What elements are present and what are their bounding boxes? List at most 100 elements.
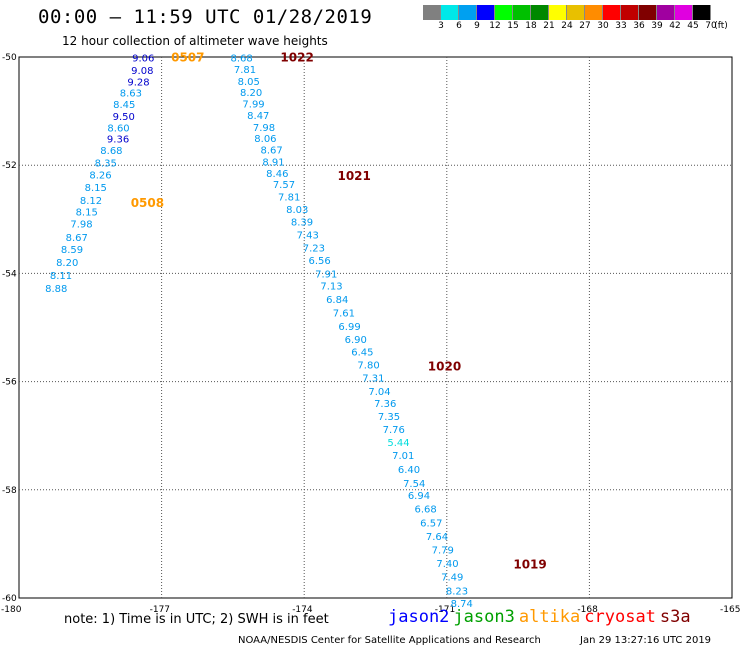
swh-value: 8.60 [107,123,129,134]
swh-value: 6.45 [351,347,373,358]
swh-value: 8.23 [446,586,468,597]
colorbar-label: 12 [489,21,501,31]
colorbar-swatch [477,5,495,20]
swh-value: 8.67 [66,233,88,244]
swh-value: 7.81 [234,65,256,76]
swh-value: 7.31 [362,373,384,384]
satellite-legend: jason2 jason3 altika cryosat s3a [388,607,695,627]
lat-tick-label: -56 [2,378,17,388]
swh-value: 6.56 [308,256,330,267]
colorbar-swatch [639,5,657,20]
colorbar-label: 15 [507,21,519,31]
swh-colorbar [423,5,711,20]
swh-value: 7.23 [303,243,325,254]
colorbar-label: 39 [651,21,663,31]
swh-value: 7.40 [436,559,458,570]
colorbar-label: 45 [687,21,699,31]
swh-value: 8.68 [100,146,122,157]
colorbar-label: 3 [438,21,444,31]
colorbar-swatch [531,5,549,20]
swh-value: 8.12 [80,196,102,207]
satellite-legend-altika: altika [518,607,581,627]
swh-value: 6.40 [398,465,420,476]
swh-value: 8.59 [61,245,83,256]
swh-value: 8.74 [451,599,473,610]
swh-value: 8.20 [240,88,262,99]
colorbar-swatch [513,5,531,20]
swh-value: 8.05 [238,77,260,88]
colorbar-label: 9 [474,21,480,31]
swh-value: 8.67 [260,146,282,157]
pass-time-label: 0508 [131,196,164,210]
satellite-legend-jason3: jason3 [453,607,515,627]
chart-title: 00:00 – 11:59 UTC 01/28/2019 [38,6,373,28]
swh-value: 7.61 [333,308,355,319]
generated-timestamp: Jan 29 13:27:16 UTC 2019 [580,635,712,646]
lat-tick-label: -50 [2,53,17,63]
colorbar-label: 33 [615,21,627,31]
lat-tick-label: -54 [2,269,17,279]
swh-value: 7.76 [383,425,405,436]
swh-value: 8.88 [45,284,67,295]
pass-time-label: 0507 [171,51,204,65]
swh-value: 7.81 [278,193,300,204]
swh-value: 5.44 [387,438,409,449]
swh-value: 6.68 [414,505,436,516]
pass-time-label: 1022 [280,51,313,65]
chart-subtitle: 12 hour collection of altimeter wave hei… [62,34,328,48]
colorbar-swatch [441,5,459,20]
swh-value: 8.45 [113,100,135,111]
swh-value: 7.98 [253,123,275,134]
colorbar-label: 6 [456,21,462,31]
lon-tick-label: -171 [435,605,455,615]
swh-value: 9.08 [131,66,153,77]
colorbar-labels: 3 6 9 12 15 18 21 24 27 30 33 36 39 42 45 70 (ft) [423,21,740,33]
colorbar-label: 18 [525,21,537,31]
satellite-legend-jason2: jason2 [388,607,450,627]
swh-value: 7.79 [432,545,454,556]
satellite-legend-cryosat: cryosat [584,607,656,627]
pass-time-label: 1021 [337,169,370,183]
swh-value: 8.20 [56,258,78,269]
swh-value: 7.36 [374,399,396,410]
swh-value: 6.90 [345,335,367,346]
swh-value: 8.35 [95,158,117,169]
swh-value: 8.91 [262,157,284,168]
swh-value: 8.68 [231,54,253,65]
pass-time-label: 1019 [513,557,546,571]
swh-value: 7.80 [357,360,379,371]
colorbar-swatch [693,5,711,20]
colorbar-unit: (ft) [714,21,728,31]
swh-value: 7.57 [273,180,295,191]
colorbar-label: 27 [579,21,591,31]
lat-tick-label: -60 [2,594,17,604]
swh-value: 7.91 [315,269,337,280]
lat-tick-label: -52 [2,161,17,171]
colorbar-swatch [549,5,567,20]
altimeter-map: -180 -177 -174 -171 -168 -165 -50 -52 -54 -56 -58 -… [1,51,740,615]
colorbar-swatch [459,5,477,20]
lon-tick-label: -174 [292,605,313,615]
swh-value: 8.03 [286,205,308,216]
swh-value: 7.49 [441,572,463,583]
swh-value: 7.64 [426,532,448,543]
swh-value: 9.28 [127,77,149,88]
colorbar-label: 24 [561,21,573,31]
lon-tick-label: -177 [150,605,170,615]
colorbar-swatch [495,5,513,20]
lon-tick-label: -165 [720,605,740,615]
colorbar-swatch [657,5,675,20]
colorbar-swatch [585,5,603,20]
colorbar-swatch [423,5,441,20]
swh-value: 7.99 [242,100,264,111]
swh-value: 8.26 [89,170,111,181]
swh-value: 8.39 [291,217,313,228]
swh-value: 8.15 [76,208,98,219]
swh-value: 7.35 [378,412,400,423]
footnote: note: 1) Time is in UTC; 2) SWH is in fe… [64,612,329,627]
swh-value: 6.94 [408,491,430,502]
swh-value: 8.47 [247,111,269,122]
credit-text: NOAA/NESDIS Center for Satellite Applica… [238,635,541,646]
colorbar-label: 21 [543,21,555,31]
lon-tick-label: -180 [1,605,22,615]
